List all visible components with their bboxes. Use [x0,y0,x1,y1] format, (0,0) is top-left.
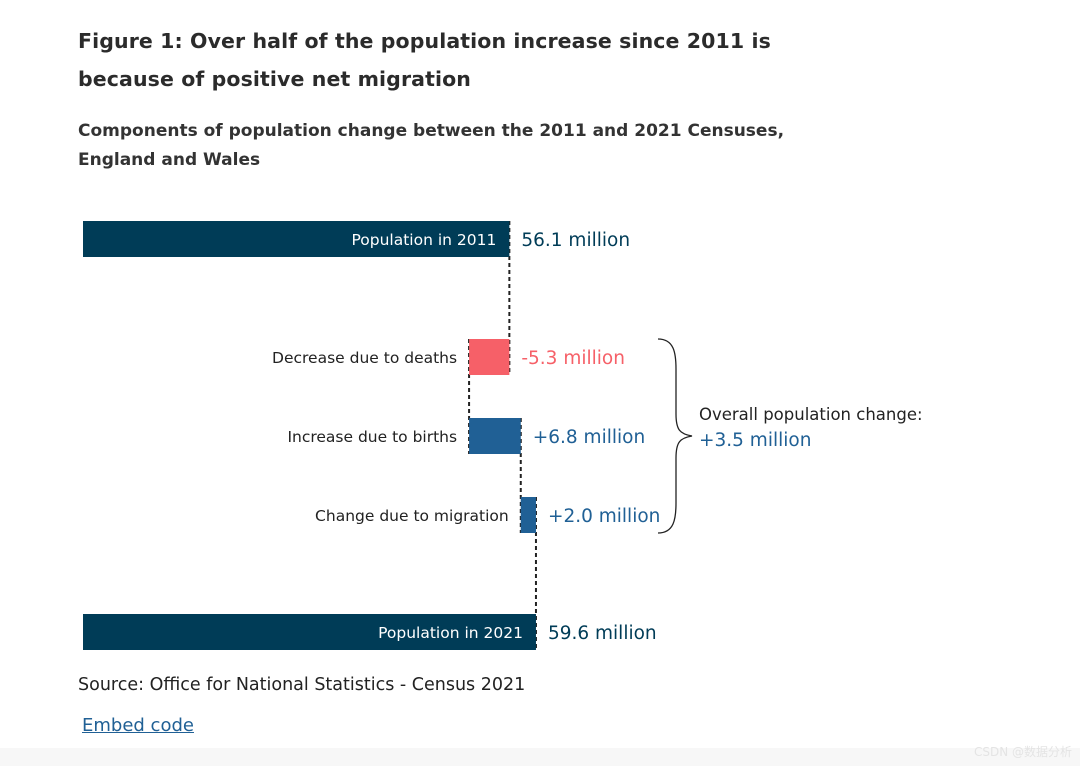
value-label: -5.3 million [521,348,625,369]
category-label: Population in 2021 [378,624,523,642]
category-label: Increase due to births [287,428,457,446]
category-label: Change due to migration [315,507,509,525]
bracket [657,338,693,534]
figure-subtitle: Components of population change between … [78,121,785,170]
bar-change-due-to-migration [520,497,536,533]
value-label: 56.1 million [521,230,630,251]
bar-population-in-2011 [83,221,510,257]
bottom-strip [0,748,1080,766]
source-text: Source: Office for National Statistics -… [78,675,526,695]
embed-code-link[interactable]: Embed code [82,715,194,736]
bar-increase-due-to-births [469,418,521,454]
bracket-label: Overall population change: [699,405,923,424]
watermark: CSDN @数据分析 [973,745,1072,759]
value-label: +6.8 million [533,427,645,448]
category-label: Decrease due to deaths [272,349,457,367]
figure-title: Figure 1: Over half of the population in… [78,29,771,91]
bracket-value: +3.5 million [699,430,811,451]
bar-population-in-2021 [83,614,536,650]
bar-decrease-due-to-deaths [469,339,510,375]
category-label: Population in 2011 [351,231,496,249]
value-label: +2.0 million [548,506,660,527]
value-label: 59.6 million [548,623,657,644]
